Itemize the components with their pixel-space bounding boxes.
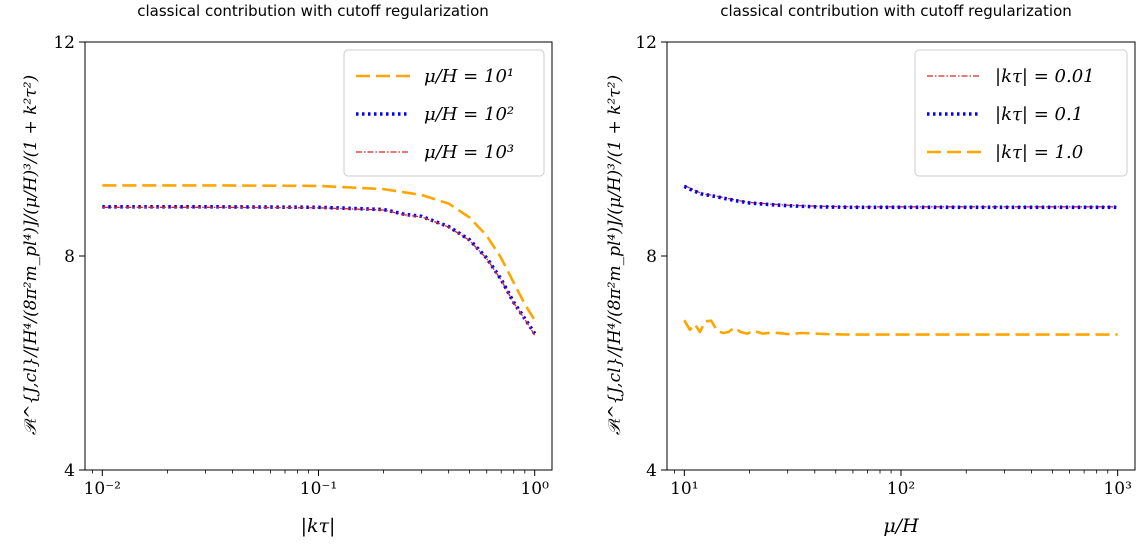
legend-label: |kτ| = 1.0 — [995, 142, 1083, 163]
y-tick-label: 4 — [64, 461, 75, 481]
right-x-axis-label: μ/H — [883, 515, 919, 537]
y-tick-label: 12 — [53, 33, 75, 53]
series-line-1 — [683, 184, 1118, 210]
x-tick-label: 10⁻² — [84, 479, 121, 499]
x-tick-label: 10¹ — [670, 479, 698, 499]
x-tick-label: 10⁻¹ — [300, 479, 337, 499]
legend-label: μ/H = 10³ — [424, 142, 514, 163]
y-tick-label: 4 — [646, 461, 657, 481]
legend-box — [343, 49, 545, 177]
panel-right: classical contribution with cutoff regul… — [605, 2, 1136, 537]
y-tick-label: 12 — [635, 33, 657, 53]
legend-label: |kτ| = 0.01 — [995, 66, 1095, 87]
x-tick-label: 10⁰ — [520, 479, 549, 499]
right-chart-title: classical contribution with cutoff regul… — [720, 2, 1072, 20]
y-tick-label: 8 — [646, 247, 657, 267]
series-line-2 — [683, 319, 1118, 336]
series-line-2 — [102, 206, 536, 336]
legend-box — [914, 49, 1128, 177]
left-x-axis-label: |kτ| — [301, 515, 336, 537]
right-plot-area: 10¹ 10² 10³ 4 8 12 |kτ| = 0.01 |kτ| = 0.1 |kτ| =… — [635, 33, 1136, 499]
legend-label: μ/H = 10² — [424, 104, 514, 125]
series-line-0 — [102, 184, 536, 321]
x-tick-label: 10² — [887, 479, 915, 499]
right-y-axis-label: 𝒫ₜ^{J,cl}/[H⁴/(8π²m_pl⁴)]/(μ/H)³/(1 + k²… — [605, 75, 625, 435]
x-tick-label: 10³ — [1103, 479, 1131, 499]
left-plot-area: 10⁻² 10⁻¹ 10⁰ 4 8 12 μ/H = 10¹ μ/H = 10² μ/H = 1… — [53, 33, 553, 499]
left-chart-title: classical contribution with cutoff regul… — [137, 2, 489, 20]
series-line-1 — [102, 205, 537, 335]
legend-label: μ/H = 10¹ — [424, 66, 514, 87]
legend-label: |kτ| = 0.1 — [995, 104, 1083, 125]
left-y-axis-label: 𝒫ₜ^{J,cl}/[H⁴/(8π²m_pl⁴)]/(μ/H)³/(1 + k²… — [21, 75, 41, 435]
panel-left: classical contribution with cutoff regul… — [21, 2, 553, 537]
y-tick-label: 8 — [64, 247, 75, 267]
